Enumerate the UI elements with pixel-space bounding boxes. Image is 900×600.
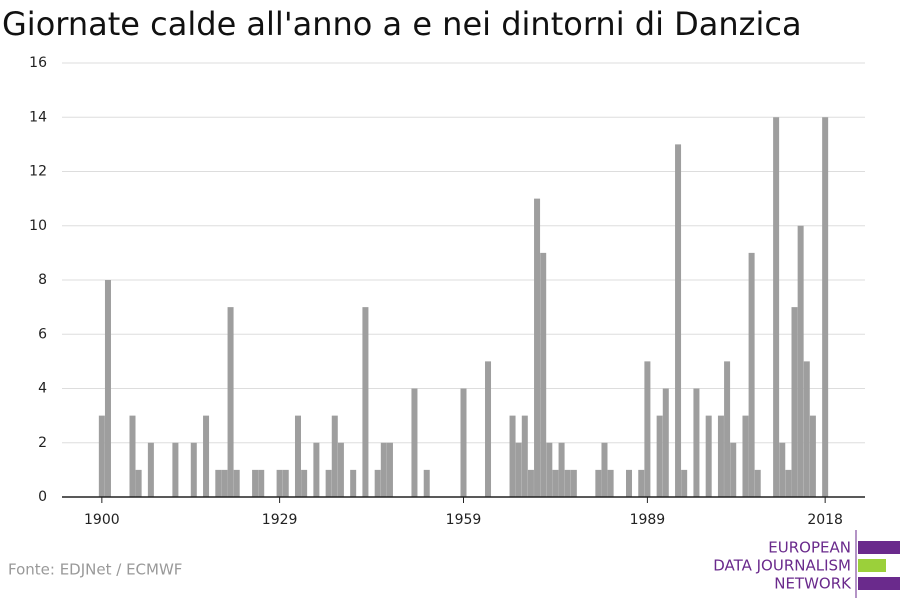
bar (595, 469, 602, 497)
x-tick-label: 1959 (446, 512, 482, 528)
bar (129, 415, 136, 497)
x-tick-label: 1900 (84, 512, 120, 528)
bar (558, 442, 565, 497)
logo-bar (858, 559, 886, 572)
bar (215, 469, 222, 497)
y-tick-label: 14 (29, 109, 47, 125)
bar (104, 280, 111, 497)
y-tick-label: 10 (29, 218, 47, 234)
bar (822, 117, 829, 497)
x-tick-label: 1989 (630, 512, 666, 528)
bar (509, 415, 516, 497)
bar (258, 469, 265, 497)
bar (362, 307, 369, 497)
bar (693, 388, 700, 497)
bar (785, 469, 792, 497)
bar (282, 469, 289, 497)
bar (803, 361, 810, 497)
chart-title: Giornate calde all'anno a e nei dintorni… (2, 5, 802, 43)
bar (730, 442, 737, 497)
logo: EUROPEAN DATA JOURNALISM NETWORK (713, 530, 900, 598)
bar (147, 442, 154, 497)
bar (638, 469, 645, 497)
y-tick-label: 2 (38, 435, 47, 451)
y-tick-label: 0 (38, 489, 47, 505)
bar (748, 252, 755, 497)
bar (527, 469, 534, 497)
bar (374, 469, 381, 497)
y-tick-label: 4 (38, 381, 47, 397)
bar (773, 117, 780, 497)
bar (791, 307, 798, 497)
bar (601, 442, 608, 497)
bar (301, 469, 308, 497)
bar (521, 415, 528, 497)
bar (607, 469, 614, 497)
bar (485, 361, 492, 497)
bar (515, 442, 522, 497)
bar (656, 415, 663, 497)
bar (564, 469, 571, 497)
logo-bar (858, 541, 900, 554)
bar (294, 415, 301, 497)
x-tick-label: 1929 (262, 512, 298, 528)
source: Fonte: EDJNet / ECMWF (8, 561, 182, 579)
bar (135, 469, 142, 497)
y-tick-label: 8 (38, 272, 47, 288)
bar (386, 442, 393, 497)
bar (337, 442, 344, 497)
bar (233, 469, 240, 497)
logo-bar (858, 577, 900, 590)
logo-text: EUROPEAN (768, 539, 851, 557)
bar (423, 469, 430, 497)
bar (717, 415, 724, 497)
bar (331, 415, 338, 497)
bar (552, 469, 559, 497)
bar (411, 388, 418, 497)
y-tick-label: 6 (38, 326, 47, 342)
bar (276, 469, 283, 497)
bar (626, 469, 633, 497)
bar (754, 469, 761, 497)
bar (570, 469, 577, 497)
bar (681, 469, 688, 497)
bar (227, 307, 234, 497)
bar (325, 469, 332, 497)
logo-text: NETWORK (774, 575, 852, 593)
y-tick-label: 16 (29, 55, 47, 71)
bar (742, 415, 749, 497)
bar (380, 442, 387, 497)
bar (540, 252, 547, 497)
bar (724, 361, 731, 497)
bar (662, 388, 669, 497)
x-tick-label: 2018 (807, 512, 843, 528)
bar (252, 469, 259, 497)
bar (809, 415, 816, 497)
bar (221, 469, 228, 497)
bar (546, 442, 553, 497)
bar (98, 415, 105, 497)
bar (350, 469, 357, 497)
bar (779, 442, 786, 497)
bar (797, 225, 804, 497)
bar (644, 361, 651, 497)
bar (203, 415, 210, 497)
y-tick-label: 12 (29, 164, 47, 180)
bar (190, 442, 197, 497)
bar (675, 144, 682, 497)
bar (534, 198, 541, 497)
bar (705, 415, 712, 497)
bar (172, 442, 179, 497)
bar (460, 388, 467, 497)
bar (313, 442, 320, 497)
logo-text: DATA JOURNALISM (713, 557, 851, 575)
